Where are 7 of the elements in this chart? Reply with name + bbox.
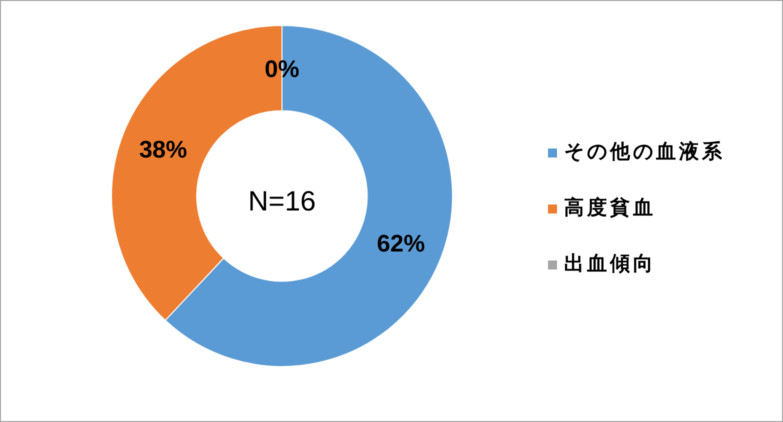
data-label: 38% [139,136,188,164]
legend-label: 高度貧血 [564,195,656,220]
legend-label: 出血傾向 [564,251,656,276]
legend-label: その他の血液系 [564,139,725,164]
data-label: 62% [376,230,425,258]
text: 0% [264,56,300,83]
text: N=16 [248,186,316,217]
